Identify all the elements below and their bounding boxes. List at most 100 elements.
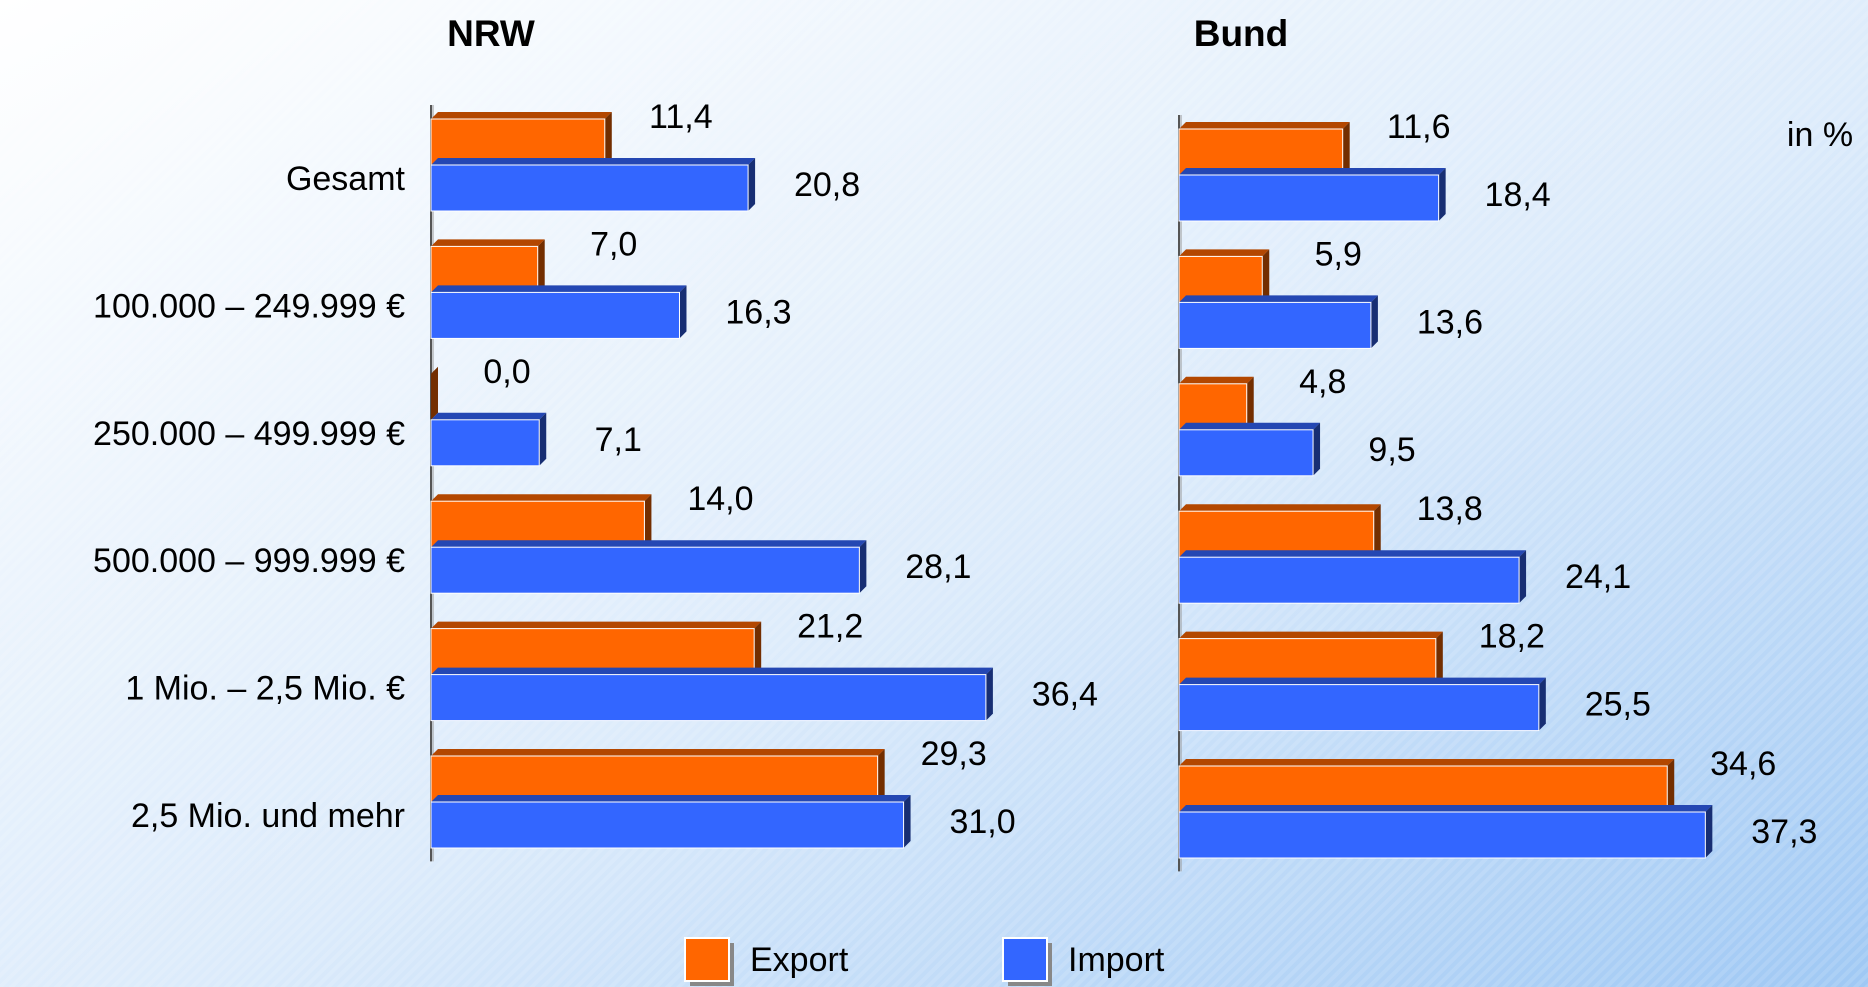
legend-label: Export [750, 941, 849, 979]
data-label: 20,8 [794, 166, 860, 204]
bar [430, 540, 867, 594]
bar-side [537, 239, 545, 293]
bar-side [539, 412, 547, 466]
bar-face [1178, 638, 1437, 686]
bar-face [1178, 510, 1375, 558]
bar [1178, 631, 1443, 686]
bar-top [1179, 759, 1675, 766]
bar-top [1179, 422, 1321, 430]
bar-top [1179, 295, 1378, 303]
bar-face [1178, 765, 1668, 813]
bar [1178, 805, 1713, 859]
category-label: 500.000 – 999.999 € [93, 542, 405, 580]
bar [431, 366, 438, 420]
bar [430, 239, 545, 293]
bar-face [430, 419, 540, 467]
data-label: 13,6 [1417, 303, 1483, 341]
bar-face [430, 674, 987, 722]
bar-top [431, 749, 885, 756]
bar-face [430, 245, 539, 293]
data-label: 31,0 [949, 803, 1015, 841]
bar [1178, 550, 1527, 604]
bar-face [430, 500, 645, 548]
bar-side [1667, 759, 1675, 812]
unit-annotation: in % [1787, 116, 1853, 154]
bar-face [430, 291, 680, 339]
bar-side [431, 366, 438, 420]
bar [430, 158, 756, 212]
bar-side [1313, 422, 1321, 476]
bar [430, 412, 547, 467]
bar-top [1179, 249, 1270, 257]
data-label: 37,3 [1751, 813, 1817, 851]
bar-side [1438, 168, 1446, 221]
bar [430, 112, 612, 166]
category-label: 2,5 Mio. und mehr [131, 797, 405, 835]
bar-side [877, 749, 885, 802]
data-label: 11,4 [649, 98, 713, 136]
bar [1178, 422, 1321, 477]
bar [1178, 376, 1254, 431]
bar-side [748, 158, 756, 211]
category-label: 1 Mio. – 2,5 Mio. € [125, 670, 405, 708]
bar-face [1178, 301, 1372, 349]
bar-side [1538, 677, 1546, 731]
bar [430, 621, 762, 676]
chart-title: NRW [447, 13, 535, 54]
bar-side [1262, 249, 1270, 303]
data-label: 13,8 [1417, 490, 1483, 528]
chart-title: Bund [1194, 13, 1289, 54]
data-label: 28,1 [905, 548, 971, 586]
bar-face [430, 755, 879, 803]
bar-top [1179, 805, 1713, 812]
bar [1178, 168, 1446, 222]
data-label: 4,8 [1299, 363, 1346, 401]
bar-top [431, 621, 762, 629]
bar-top [431, 158, 756, 165]
bar-face [1178, 811, 1706, 859]
bar-top [1179, 122, 1350, 129]
bar-face [1178, 174, 1440, 222]
data-label: 18,2 [1479, 618, 1545, 656]
bar-side [903, 795, 911, 848]
bar-top [431, 795, 911, 802]
bar-side [985, 667, 993, 721]
bar [1178, 122, 1350, 176]
bar-top [431, 667, 993, 675]
bar-top [431, 112, 612, 119]
legend-swatch [1002, 937, 1048, 982]
bar-face [1178, 684, 1540, 732]
bar-side [604, 112, 612, 165]
bar-top [431, 494, 652, 502]
bar-top [1179, 631, 1443, 639]
bar-side [679, 285, 687, 339]
data-label: 25,5 [1585, 686, 1651, 724]
category-label: 250.000 – 499.999 € [93, 415, 405, 453]
data-label: 36,4 [1032, 676, 1098, 714]
bar-face [430, 164, 749, 212]
bar [430, 285, 687, 339]
bar-top [431, 412, 547, 420]
bar-face [1178, 429, 1314, 477]
category-label: Gesamt [286, 160, 406, 198]
data-label: 14,0 [687, 480, 753, 518]
bar-side [1519, 550, 1527, 604]
bar [430, 749, 885, 803]
bar-face [430, 546, 860, 594]
bar-top [1179, 550, 1527, 558]
data-label: 7,1 [595, 421, 642, 459]
data-label: 5,9 [1315, 235, 1362, 273]
data-label: 24,1 [1565, 558, 1631, 596]
bar [430, 667, 993, 722]
bar-face [430, 801, 905, 849]
bar [1178, 759, 1675, 813]
bar-side [1246, 376, 1254, 430]
legend-swatch [684, 937, 730, 982]
data-label: 18,4 [1485, 176, 1551, 214]
bar [430, 494, 652, 548]
bar-side [644, 494, 652, 548]
bar-side [754, 621, 762, 675]
bar-face [1178, 556, 1520, 604]
bar-side [859, 540, 867, 594]
